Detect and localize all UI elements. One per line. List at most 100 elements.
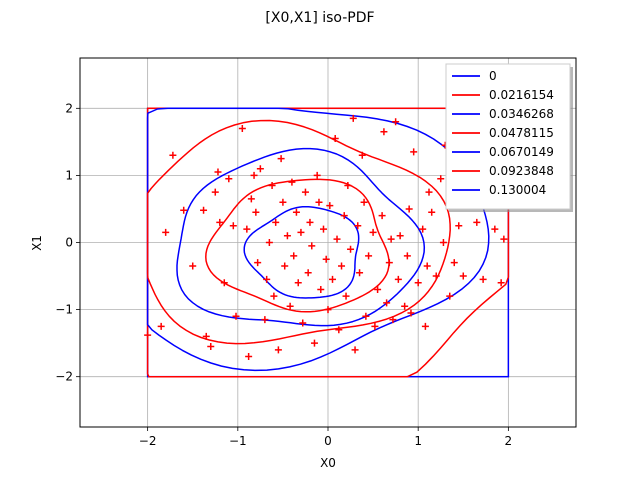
- sample-point: [459, 272, 467, 280]
- sample-point: [421, 322, 429, 330]
- sample-point: [216, 218, 224, 226]
- sample-point: [265, 239, 273, 246]
- sample-point: [380, 128, 388, 136]
- x-tick-label: 1: [414, 434, 422, 448]
- y-tick-label: −1: [55, 303, 73, 317]
- sample-point: [371, 322, 379, 330]
- x-tick-label: 0: [324, 434, 332, 448]
- sample-point: [437, 175, 445, 183]
- sample-point: [268, 181, 276, 189]
- sample-point: [225, 175, 233, 183]
- sample-point: [396, 232, 404, 240]
- sample-point: [450, 259, 458, 267]
- sample-point: [277, 155, 285, 163]
- sample-point: [362, 312, 370, 320]
- sample-point: [279, 198, 287, 206]
- sample-point: [252, 208, 260, 216]
- legend-label: 0.0923848: [489, 164, 554, 178]
- sample-point: [207, 342, 215, 350]
- sample-point: [144, 331, 152, 339]
- legend-label: 0.130004: [489, 183, 546, 197]
- legend-label: 0.0670149: [489, 145, 554, 159]
- sample-point: [214, 168, 222, 176]
- sample-point: [308, 242, 316, 250]
- sample-point: [446, 292, 454, 300]
- sample-point: [410, 148, 418, 156]
- sample-point: [313, 171, 321, 179]
- sample-point: [243, 225, 251, 233]
- sample-point: [162, 228, 170, 236]
- sample-point: [342, 292, 350, 300]
- sample-point: [324, 306, 332, 314]
- sample-point: [351, 346, 359, 354]
- sample-point: [288, 178, 296, 186]
- sample-point: [319, 225, 327, 233]
- sample-point: [403, 252, 411, 260]
- sample-point: [349, 114, 357, 122]
- sample-point: [365, 252, 373, 260]
- legend-label: 0.0478115: [489, 126, 554, 140]
- x-tick-label: 2: [505, 434, 513, 448]
- sample-point: [500, 235, 508, 243]
- contour-level-4: [176, 147, 426, 327]
- sample-point: [338, 262, 346, 270]
- sample-point: [232, 312, 240, 320]
- axis-ticks: −2 −1 0 1 2 −2 −1 0 1 2: [55, 101, 512, 448]
- sample-point: [310, 339, 318, 347]
- sample-point: [479, 275, 487, 283]
- sample-point: [407, 309, 415, 317]
- sample-point: [369, 228, 377, 236]
- sample-point: [405, 205, 413, 213]
- sample-point: [304, 269, 312, 277]
- y-tick-label: 0: [65, 236, 73, 250]
- sample-point: [189, 262, 197, 270]
- sample-point: [272, 218, 280, 226]
- sample-point: [389, 316, 397, 324]
- sample-point: [354, 222, 362, 230]
- sample-point: [428, 208, 436, 216]
- sample-point: [301, 188, 309, 196]
- sample-point: [374, 285, 382, 293]
- sample-point: [317, 285, 325, 293]
- sample-point: [497, 279, 505, 287]
- sample-point: [254, 259, 262, 267]
- sample-point: [344, 181, 352, 189]
- legend-label: 0.0216154: [489, 88, 554, 102]
- sample-point: [169, 151, 177, 159]
- sample-point: [347, 245, 355, 253]
- sample-point: [423, 262, 431, 270]
- sample-point: [356, 269, 364, 277]
- sample-point: [229, 222, 237, 230]
- sample-point: [439, 239, 447, 246]
- contour-lines: [146, 107, 510, 378]
- sample-point: [211, 188, 219, 196]
- sample-point: [238, 124, 246, 132]
- sample-point: [358, 151, 366, 159]
- sample-point: [261, 316, 269, 324]
- sample-point: [245, 353, 253, 361]
- sample-point: [286, 302, 294, 310]
- sample-point: [335, 326, 343, 334]
- sample-point: [290, 252, 298, 260]
- sample-point: [432, 272, 440, 280]
- sample-point: [283, 232, 291, 240]
- sample-point: [387, 235, 395, 243]
- sample-point: [250, 171, 258, 179]
- contour-level-3: [146, 119, 451, 345]
- sample-point: [455, 222, 463, 230]
- sample-point: [180, 206, 188, 214]
- sample-points: [144, 114, 508, 361]
- y-tick-label: 1: [65, 168, 73, 182]
- chart-title: [X0,X1] iso-PDF: [265, 10, 374, 26]
- sample-point: [292, 208, 300, 216]
- sample-point: [315, 198, 323, 206]
- sample-point: [425, 188, 433, 196]
- sample-point: [326, 202, 334, 210]
- x-axis-label: X0: [320, 456, 336, 470]
- contour-level-5: [205, 178, 390, 313]
- sample-point: [401, 302, 409, 310]
- x-tick-label: −1: [229, 434, 247, 448]
- legend: 0 0.0216154 0.0346268 0.0478115 0.0670149 0.0…: [445, 63, 573, 212]
- sample-point: [247, 195, 255, 203]
